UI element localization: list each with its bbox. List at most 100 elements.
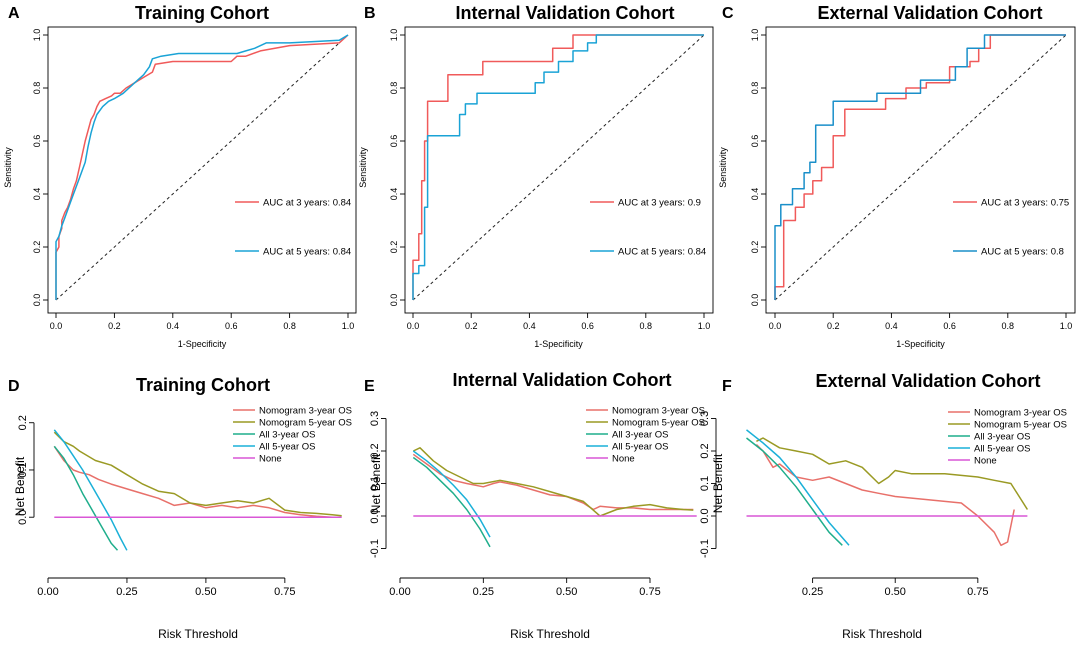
x-tick-label: 0.8 — [283, 321, 296, 331]
legend-entry: Nomogram 5-year OS — [259, 418, 352, 429]
x-tick-label: 1.0 — [1060, 321, 1073, 331]
panel-e: E Internal Validation Cohort 0.00 0.25 0.50 0… — [364, 370, 705, 641]
y-tick-label: 0.8 — [389, 82, 399, 95]
legend-entry: Nomogram 5-year OS — [974, 420, 1067, 431]
plot-frame — [404, 26, 714, 314]
chart-title: Training Cohort — [135, 3, 269, 23]
chart-title: External Validation Cohort — [817, 3, 1042, 23]
y-tick-label: 0.1 — [369, 476, 381, 491]
series-line-auc-at-5-years-0-8 — [774, 34, 1066, 300]
panel-b: B Internal Validation Cohort 0.0 0.2 0.4 0.6 0… — [358, 3, 714, 349]
panel-d: D Training Cohort 0.00 0.25 0.50 0.75 0.0 0.1 0.… — [8, 375, 352, 641]
legend-entry: AUC at 5 years: 0.8 — [981, 247, 1064, 258]
legend-entry: All 3-year OS — [974, 432, 1031, 443]
x-tick-label: 0.6 — [225, 321, 238, 331]
x-tick-label: 0.00 — [389, 586, 410, 598]
panel-letter: D — [8, 378, 20, 395]
legend-entry: Nomogram 5-year OS — [612, 418, 705, 429]
y-tick-label: 0.2 — [699, 443, 711, 458]
y-tick-label: 0.2 — [17, 415, 29, 430]
legend-entry: None — [974, 456, 997, 467]
x-axis-label: Risk Threshold — [158, 627, 238, 641]
legend-entry: AUC at 3 years: 0.75 — [981, 198, 1069, 209]
series-line-all-3-year-os — [746, 437, 843, 546]
chart-title: Training Cohort — [136, 375, 270, 395]
panel-letter: E — [364, 378, 375, 395]
y-axis-label: Sensitivity — [3, 147, 13, 188]
y-tick-label: 0.8 — [32, 82, 42, 95]
chart-title: Internal Validation Cohort — [452, 370, 671, 390]
y-tick-label: 0.3 — [369, 411, 381, 426]
y-tick-label: 0.2 — [32, 241, 42, 254]
x-tick-label: 0.75 — [274, 586, 295, 598]
panel-letter: C — [722, 5, 734, 22]
chart-title: Internal Validation Cohort — [455, 3, 674, 23]
plot-frame — [765, 26, 1076, 314]
series-line-all-3-year-os — [53, 445, 119, 551]
series-line-nomogram-3-year-os — [755, 443, 1015, 547]
x-tick-label: 0.4 — [885, 321, 898, 331]
x-tick-label: 0.6 — [581, 321, 594, 331]
y-axis-label: Net Benefit — [369, 453, 383, 513]
x-tick-label: 0.75 — [967, 586, 988, 598]
y-tick-label: 0.8 — [750, 82, 760, 95]
legend-entry: All 5-year OS — [974, 444, 1031, 455]
legend: AUC at 3 years: 0.9 AUC at 5 years: 0.84 — [590, 198, 706, 258]
y-tick-label: 1.0 — [32, 29, 42, 42]
x-tick-label: 0.4 — [167, 321, 180, 331]
x-tick-label: 1.0 — [698, 321, 711, 331]
series-line-nomogram-5-year-os — [756, 437, 1029, 510]
series-line-all-5-year-os — [53, 429, 128, 551]
y-tick-label: 0.6 — [750, 135, 760, 148]
x-tick-label: 0.50 — [885, 586, 906, 598]
legend-entry: Nomogram 3-year OS — [612, 406, 705, 417]
y-tick-label: -0.1 — [369, 539, 381, 558]
series-line-nomogram-5-year-os — [412, 447, 694, 517]
x-tick-label: 1.0 — [342, 321, 355, 331]
y-tick-label: 0.1 — [699, 476, 711, 491]
x-axis-label: 1-Specificity — [178, 339, 227, 349]
x-tick-label: 0.50 — [195, 586, 216, 598]
y-tick-label: 0.2 — [389, 241, 399, 254]
reference-diagonal — [774, 34, 1067, 301]
legend-entry: All 3-year OS — [612, 430, 669, 441]
x-tick-label: 0.0 — [407, 321, 420, 331]
y-tick-label: 0.4 — [32, 188, 42, 201]
series-line-auc-at-3-years-0-84 — [55, 34, 349, 300]
x-tick-label: 0.6 — [943, 321, 956, 331]
x-tick-label: 0.8 — [1002, 321, 1015, 331]
x-tick-label: 0.00 — [37, 586, 58, 598]
legend-entry: AUC at 3 years: 0.84 — [263, 198, 351, 209]
y-tick-label: 0.0 — [699, 508, 711, 523]
series-line-all-5-year-os — [746, 429, 850, 546]
panel-letter: A — [8, 5, 20, 22]
legend-entry: Nomogram 3-year OS — [974, 408, 1067, 419]
y-tick-label: 0.4 — [389, 188, 399, 201]
y-tick-label: 0.6 — [389, 135, 399, 148]
x-axis-label: 1-Specificity — [534, 339, 583, 349]
x-tick-label: 0.4 — [523, 321, 536, 331]
series-line-nomogram-3-year-os — [412, 453, 694, 511]
x-axis-label: 1-Specificity — [896, 339, 945, 349]
legend-entry: All 5-year OS — [259, 442, 316, 453]
x-tick-label: 0.25 — [802, 586, 823, 598]
y-tick-label: 0.3 — [699, 411, 711, 426]
legend-entry: None — [612, 454, 635, 465]
legend-entry: All 5-year OS — [612, 442, 669, 453]
reference-diagonal — [55, 34, 349, 301]
x-tick-label: 0.2 — [108, 321, 121, 331]
legend-entry: AUC at 5 years: 0.84 — [618, 247, 706, 258]
y-tick-label: 0.6 — [32, 135, 42, 148]
y-axis-label: Sensitivity — [358, 147, 368, 188]
series-line-nomogram-3-year-os — [53, 445, 333, 518]
legend: AUC at 3 years: 0.75 AUC at 5 years: 0.8 — [953, 198, 1069, 258]
x-tick-label: 0.0 — [769, 321, 782, 331]
x-tick-label: 0.8 — [640, 321, 653, 331]
panel-c: C External Validation Cohort 0.0 0.2 0.4 0.6 0… — [718, 3, 1076, 349]
legend-entry: AUC at 3 years: 0.9 — [618, 198, 701, 209]
y-tick-label: 0.0 — [750, 294, 760, 307]
y-tick-label: 0.0 — [389, 294, 399, 307]
